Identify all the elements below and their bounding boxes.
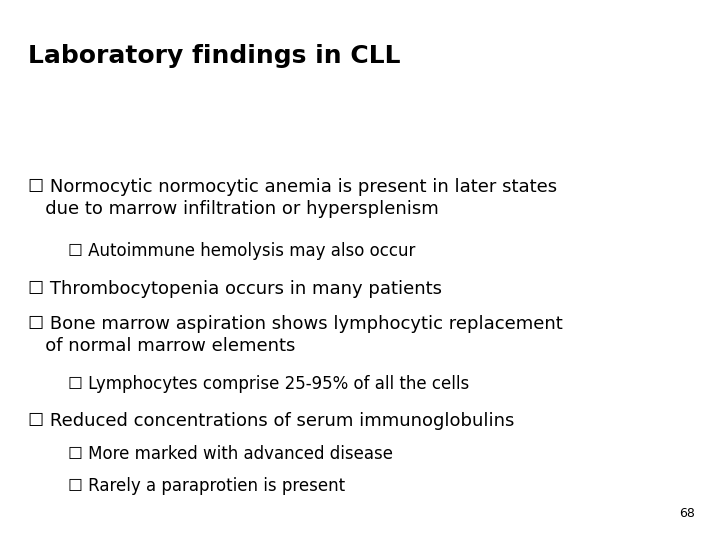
Text: ☐ Thrombocytopenia occurs in many patients: ☐ Thrombocytopenia occurs in many patien… xyxy=(28,280,442,298)
Text: ☐ More marked with advanced disease: ☐ More marked with advanced disease xyxy=(68,445,393,463)
Text: ☐ Reduced concentrations of serum immunoglobulins: ☐ Reduced concentrations of serum immuno… xyxy=(28,412,514,430)
Text: ☐ Autoimmune hemolysis may also occur: ☐ Autoimmune hemolysis may also occur xyxy=(68,242,415,260)
Text: ☐ Normocytic normocytic anemia is present in later states
   due to marrow infil: ☐ Normocytic normocytic anemia is presen… xyxy=(28,178,557,218)
Text: ☐ Bone marrow aspiration shows lymphocytic replacement
   of normal marrow eleme: ☐ Bone marrow aspiration shows lymphocyt… xyxy=(28,315,563,355)
Text: 68: 68 xyxy=(679,507,695,520)
Text: ☐ Lymphocytes comprise 25-95% of all the cells: ☐ Lymphocytes comprise 25-95% of all the… xyxy=(68,375,469,393)
Text: Laboratory findings in CLL: Laboratory findings in CLL xyxy=(28,44,400,68)
Text: ☐ Rarely a paraprotien is present: ☐ Rarely a paraprotien is present xyxy=(68,477,345,495)
